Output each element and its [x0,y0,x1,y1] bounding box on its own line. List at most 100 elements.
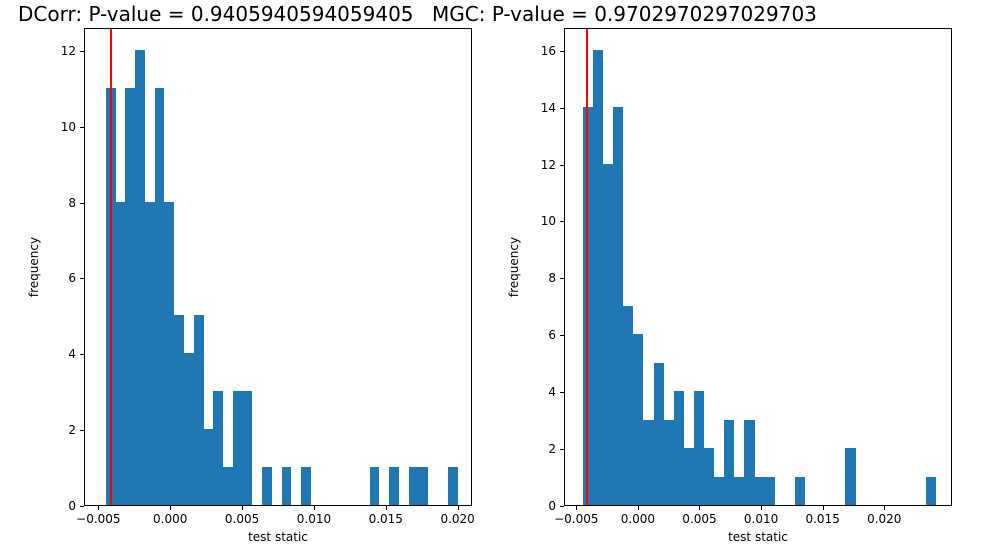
right-xtick [823,506,824,510]
left-xtick [314,506,315,510]
left-ytick [80,51,84,52]
right-bar [623,306,633,505]
left-chart-title: DCorr: P-value = 0.9405940594059405 [18,2,414,26]
right-bar [613,107,623,505]
left-bar [145,202,155,505]
right-ytick [560,278,564,279]
left-xtick-label: 0.000 [153,512,187,526]
right-chart-title: MGC: P-value = 0.9702970297029703 [432,2,817,26]
right-bar [674,391,684,505]
left-xtick-label: 0.005 [225,512,259,526]
right-ytick-label: 10 [536,214,556,228]
right-bar [654,363,664,505]
right-chart-plot-area [565,29,951,505]
right-ytick [560,221,564,222]
right-bar [734,477,744,505]
left-bar [164,202,174,505]
left-bar [262,467,272,505]
right-bar [593,50,603,505]
right-ytick-label: 0 [536,499,556,513]
left-ytick-label: 10 [56,120,76,134]
right-xtick [761,506,762,510]
left-bar [184,353,194,505]
left-ytick-label: 2 [56,423,76,437]
right-bar [765,477,775,505]
left-xtick [458,506,459,510]
right-xtick [884,506,885,510]
left-bar [194,315,204,505]
left-ytick [80,127,84,128]
left-ytick [80,430,84,431]
left-bar [204,429,214,505]
right-bar [704,448,714,505]
figure: DCorr: P-value = 0.9405940594059405 MGC:… [0,0,985,555]
right-xtick-label: −0.005 [554,512,598,526]
left-chart-ylabel: frequency [27,237,41,297]
right-ytick [560,449,564,450]
left-vline [110,29,112,505]
right-bar [744,420,754,505]
right-ytick [560,51,564,52]
left-bar [135,50,145,505]
left-bar [233,391,243,505]
left-bar [389,467,399,505]
right-xtick [576,506,577,510]
left-ytick [80,278,84,279]
left-bar [213,391,223,505]
right-bar [845,448,855,505]
right-chart-panel [564,28,952,506]
right-ytick-label: 14 [536,101,556,115]
left-xtick-label: −0.005 [76,512,120,526]
left-bar [174,315,184,505]
left-ytick-label: 6 [56,271,76,285]
left-ytick-label: 0 [56,499,76,513]
right-ytick-label: 16 [536,44,556,58]
right-xtick [699,506,700,510]
left-bar [409,467,419,505]
right-xtick-label: 0.015 [805,512,839,526]
left-bar [370,467,380,505]
left-xtick-label: 0.010 [297,512,331,526]
left-chart-plot-area [85,29,471,505]
right-xtick [638,506,639,510]
right-bar [724,420,734,505]
right-chart-xlabel: test static [728,530,788,544]
left-bar [419,467,429,505]
right-ytick [560,165,564,166]
right-ytick [560,392,564,393]
right-ytick [560,506,564,507]
left-chart-panel [84,28,472,506]
left-ytick-label: 4 [56,347,76,361]
left-xtick [386,506,387,510]
right-ytick-label: 4 [536,385,556,399]
left-bar [223,467,233,505]
right-bar [603,164,613,505]
left-bar [243,391,253,505]
right-bar [755,477,765,505]
right-bar [926,477,936,505]
left-ytick [80,354,84,355]
right-ytick-label: 2 [536,442,556,456]
right-chart-ylabel: frequency [507,237,521,297]
left-ytick-label: 12 [56,44,76,58]
left-xtick [170,506,171,510]
left-bar [282,467,292,505]
right-bar [684,448,694,505]
left-bar [116,202,126,505]
left-xtick-label: 0.015 [369,512,403,526]
left-ytick [80,506,84,507]
right-bar [633,334,643,505]
right-ytick [560,108,564,109]
right-bar [643,420,653,505]
left-xtick-label: 0.020 [440,512,474,526]
left-ytick-label: 8 [56,196,76,210]
left-xtick [242,506,243,510]
left-bar [301,467,311,505]
left-chart-xlabel: test static [248,530,308,544]
right-bar [694,391,704,505]
right-xtick-label: 0.005 [682,512,716,526]
right-xtick-label: 0.010 [744,512,778,526]
right-xtick-label: 0.000 [621,512,655,526]
right-ytick [560,335,564,336]
left-xtick [98,506,99,510]
